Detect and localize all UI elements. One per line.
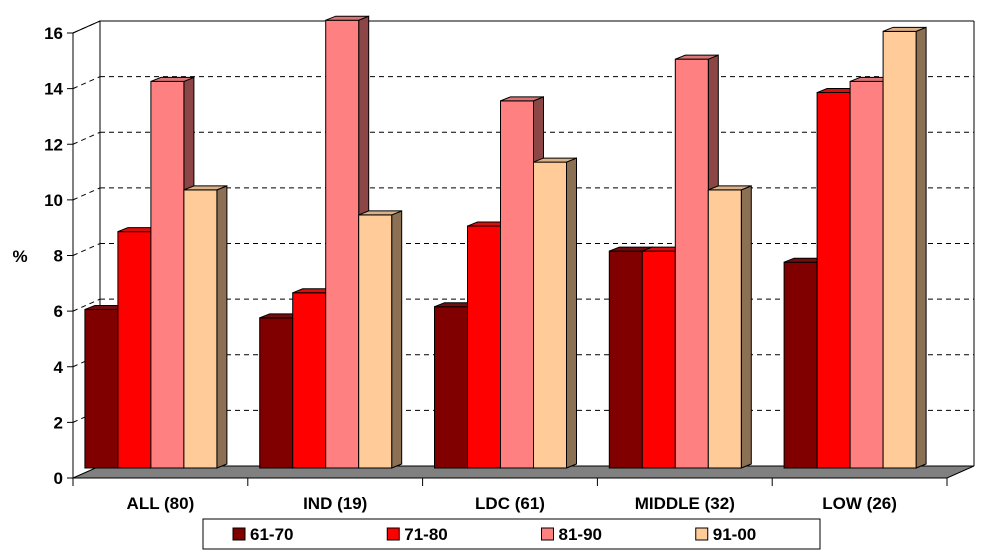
gridline-diagonal	[72, 131, 101, 145]
bar-top	[708, 185, 752, 191]
y-tick-label: 4	[54, 358, 64, 377]
bar-front	[882, 30, 917, 469]
bar	[882, 26, 927, 469]
bar	[533, 157, 577, 469]
y-tick-label: 2	[54, 413, 63, 432]
bar-top	[675, 54, 719, 60]
y-axis-label: %	[12, 247, 27, 266]
bar-side	[915, 26, 927, 469]
gridline-diagonal	[72, 20, 101, 34]
x-category-label: LOW (26)	[822, 494, 897, 513]
bar-front	[467, 225, 501, 469]
bar-top	[150, 76, 195, 82]
bar-front	[816, 92, 851, 469]
gridline-diagonal	[72, 354, 101, 368]
bar-front	[259, 317, 294, 469]
y-tick-label: 6	[54, 302, 63, 321]
bar-front	[358, 214, 393, 469]
gridline-diagonal	[72, 187, 101, 201]
bar-front	[641, 250, 676, 469]
gridline-diagonal	[72, 76, 101, 90]
bar-front	[84, 308, 119, 469]
legend-label: 61-70	[250, 525, 293, 544]
bar-front	[117, 231, 152, 469]
bar-top	[533, 157, 577, 163]
bar-front	[707, 189, 742, 469]
x-category-label: IND (19)	[303, 494, 367, 513]
bar-front	[783, 261, 818, 469]
gridline-diagonal	[72, 409, 101, 423]
bar-top	[325, 15, 369, 21]
bar-top	[358, 210, 402, 216]
legend-swatch	[386, 527, 400, 541]
bar-front	[434, 306, 468, 469]
y-tick-label: 16	[44, 24, 63, 43]
legend-label: 81-90	[559, 525, 602, 544]
bar	[707, 185, 752, 469]
legend-label: 91-00	[713, 525, 756, 544]
legend-box	[202, 518, 821, 550]
y-tick-label: 12	[44, 135, 63, 154]
bar-side	[740, 185, 752, 469]
gridline-diagonal	[72, 298, 101, 312]
bar-front	[533, 161, 567, 469]
bar-front	[183, 189, 218, 469]
bars	[84, 15, 927, 469]
gridline-diagonal	[72, 243, 101, 256]
y-axis-ticks: 0 2 4 6 8 10 12 14 16	[44, 24, 73, 488]
legend-item: 91-00	[695, 525, 756, 544]
bar-front	[150, 80, 185, 469]
legend-swatch	[695, 527, 709, 541]
bar-front	[674, 58, 709, 469]
y-tick-label: 14	[44, 80, 63, 99]
legend-item: 81-90	[541, 525, 602, 544]
x-category-label: ALL (80)	[127, 494, 195, 513]
legend: 61-70 71-80 81-90 91-00	[202, 518, 821, 550]
x-category-label: MIDDLE (32)	[635, 494, 735, 513]
legend-item: 71-80	[386, 525, 448, 544]
bar-side	[216, 185, 228, 469]
bar-side	[391, 210, 403, 469]
y-tick-label: 8	[54, 247, 63, 266]
bar-top	[500, 96, 544, 102]
bar-front	[292, 292, 327, 469]
x-category-label: LDC (61)	[475, 494, 545, 513]
legend-item: 61-70	[232, 525, 293, 544]
bar	[358, 210, 403, 469]
bar-top	[183, 185, 228, 191]
legend-swatch	[541, 527, 554, 541]
bar-top	[882, 26, 927, 32]
legend-swatch	[232, 527, 246, 541]
bar	[183, 185, 228, 469]
bar-front	[608, 250, 643, 469]
y-tick-label: 0	[54, 469, 63, 488]
y-tick-label: 10	[44, 191, 63, 210]
x-axis-categories: ALL (80) IND (19) LDC (61) MIDDLE (32) LOW (…	[127, 494, 897, 513]
legend-label: 71-80	[404, 525, 447, 544]
bar-front	[500, 100, 534, 469]
bar-side	[566, 157, 577, 469]
bar-front	[849, 80, 884, 469]
bar-front	[325, 19, 360, 469]
